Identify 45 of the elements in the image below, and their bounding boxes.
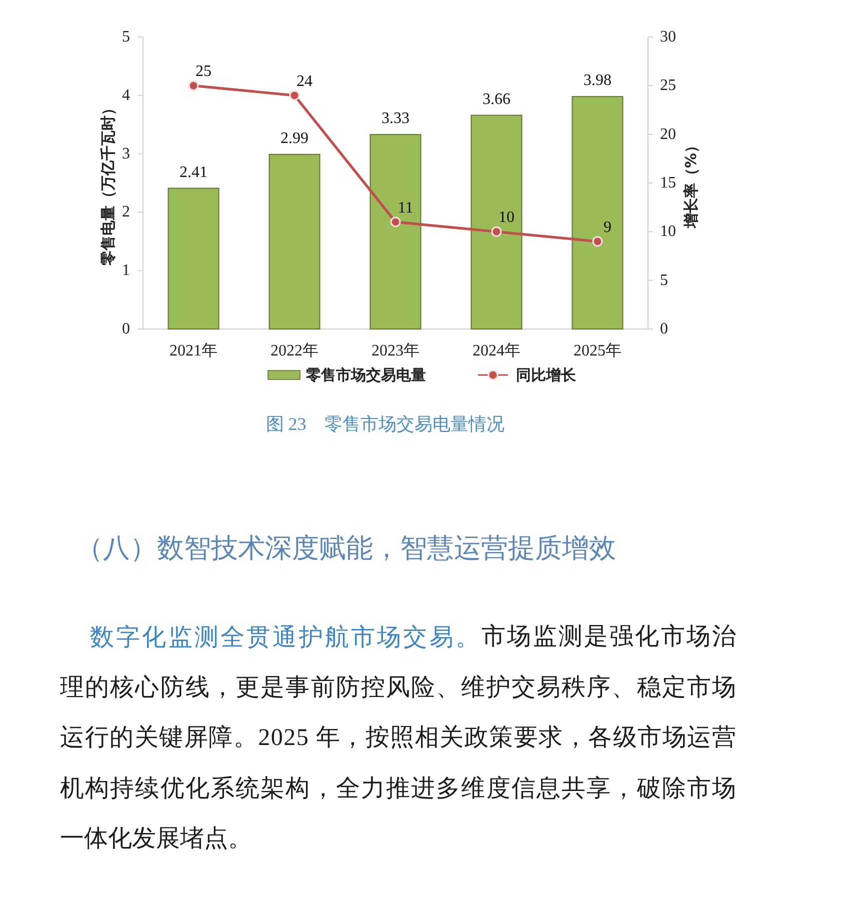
data-label: 11: [398, 199, 414, 216]
y2-tick-label: 30: [660, 28, 676, 46]
data-label: 3.98: [584, 72, 612, 90]
point: [289, 90, 300, 101]
x-tick-label: 2022年: [270, 342, 318, 360]
data-label: 9: [604, 218, 612, 236]
point: [188, 80, 199, 91]
y2-tick-label: 10: [660, 223, 676, 240]
y2-axis-title: 增长率（%）: [682, 138, 700, 230]
text: （八）数智技术深度赋能，智慧运营提质增效: [76, 532, 616, 566]
data-label: 3.33: [382, 110, 410, 128]
y-tick-label: 0: [122, 320, 130, 338]
bar: [168, 188, 220, 330]
x-tick-label: 2023年: [372, 342, 420, 360]
legend-label: 零售市场交易电量: [306, 366, 426, 384]
data-label: 10: [498, 209, 514, 226]
y2-tick-label: 25: [660, 77, 676, 94]
y-tick-label: 2: [122, 204, 130, 221]
y2-tick-label: 20: [660, 126, 676, 143]
bar: [268, 154, 320, 330]
y2-tick-label: 0: [660, 320, 668, 338]
bar: [470, 114, 522, 330]
y-tick-label: 4: [122, 86, 130, 104]
data-label: 2.41: [180, 164, 208, 181]
data-label: 25: [196, 63, 212, 80]
point: [592, 236, 603, 247]
bar: [370, 134, 422, 330]
x-tick-label: 2021年: [170, 342, 218, 360]
y2-tick-label: 15: [660, 174, 676, 192]
legend-label: 同比增长: [516, 366, 577, 384]
data-label: 24: [296, 72, 312, 90]
data-label: 3.66: [482, 90, 510, 108]
y-tick-label: 1: [122, 262, 130, 280]
data-label: 2.99: [280, 130, 308, 147]
y-axis-title: 零售电量（万亿千瓦时）: [99, 100, 117, 266]
text: 数字化监测全贯通护航市场交易。市场监测是强化市场治理的核心防线，更是事前防控风险、维护交易秩序、稳定市场运行的关键屏障。2025 年，按照相关政策要求，各级市场运营机构持续优化系统架构，全力推进多维度信息共享，破除市场一体化发展堵点。: [60, 622, 738, 854]
x-tick-label: 2025年: [574, 342, 622, 360]
bar: [572, 96, 624, 330]
point: [491, 226, 502, 237]
y-tick-label: 5: [122, 28, 130, 46]
y2-tick-label: 5: [660, 272, 668, 289]
text: 图 23 零售市场交易电量情况: [266, 414, 504, 434]
x-tick-label: 2024年: [472, 342, 520, 360]
y-tick-label: 3: [122, 145, 130, 162]
point: [390, 216, 401, 228]
